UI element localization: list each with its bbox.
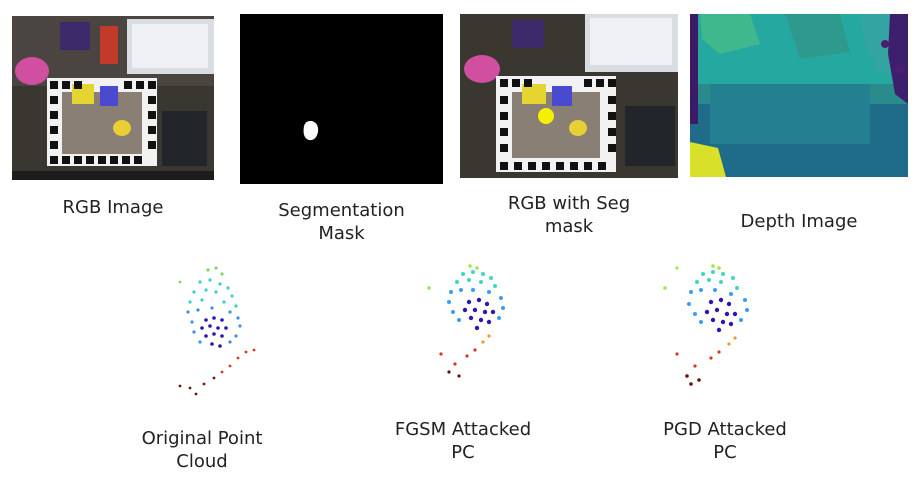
rgb-with-seg-mask-label: RGB with Seg mask [507, 193, 631, 237]
depth-image [690, 14, 908, 177]
rgb-image-panel [12, 16, 214, 180]
fgsm-attacked-pc-label: FGSM Attacked PC [394, 419, 532, 463]
rgb-scene-image [12, 16, 214, 180]
rgb-with-seg-mask-image [460, 14, 678, 178]
original-point-cloud-panel [150, 262, 275, 402]
segmentation-mask-label: Segmentation Mask [278, 200, 405, 244]
segmentation-mask-panel [240, 14, 443, 184]
depth-image-panel [690, 14, 908, 177]
fgsm-attacked-point-cloud-plot [427, 264, 505, 378]
depth-image-label: Depth Image [740, 211, 858, 232]
rgb-image-label: RGB Image [62, 197, 164, 218]
segmentation-mask-image [240, 14, 443, 184]
fgsm-attacked-pc-panel [415, 260, 525, 385]
original-point-cloud-label: Original Point Cloud [141, 428, 263, 472]
pgd-attacked-point-cloud-plot [663, 264, 749, 386]
rgb-with-seg-mask-panel [460, 14, 678, 178]
pgd-attacked-pc-label: PGD Attacked PC [663, 419, 787, 463]
pgd-attacked-pc-panel [655, 260, 765, 390]
original-point-cloud-plot [178, 266, 256, 396]
